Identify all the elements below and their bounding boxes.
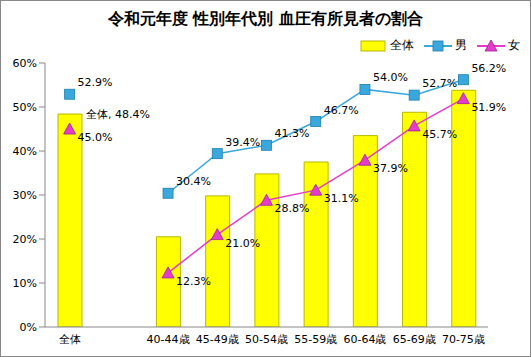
svg-text:65-69歳: 65-69歳 [393, 333, 436, 346]
svg-text:30%: 30% [13, 189, 37, 202]
svg-text:55-59歳: 55-59歳 [294, 333, 337, 346]
svg-text:39.4%: 39.4% [225, 136, 260, 149]
svg-text:30.4%: 30.4% [176, 175, 211, 188]
svg-text:40%: 40% [13, 145, 37, 158]
svg-text:51.9%: 51.9% [471, 101, 506, 114]
svg-text:41.3%: 41.3% [275, 127, 310, 140]
svg-text:60%: 60% [13, 57, 37, 70]
svg-text:全体, 48.4%: 全体, 48.4% [86, 108, 150, 121]
svg-text:10%: 10% [13, 277, 37, 290]
svg-text:28.8%: 28.8% [275, 202, 310, 215]
svg-text:70-75歳: 70-75歳 [442, 333, 485, 346]
html-text:女: 女 [508, 38, 520, 52]
svg-text:40-44歳: 40-44歳 [147, 333, 190, 346]
svg-text:31.1%: 31.1% [324, 192, 359, 205]
svg-text:60-64歳: 60-64歳 [343, 333, 386, 346]
svg-text:45-49歳: 45-49歳 [196, 333, 239, 346]
svg-text:52.9%: 52.9% [78, 76, 113, 89]
html-text:令和元年度 性別年代別 血圧有所見者の割合: 令和元年度 性別年代別 血圧有所見者の割合 [107, 9, 424, 28]
svg-text:52.7%: 52.7% [422, 77, 457, 90]
svg-text:50%: 50% [13, 101, 37, 114]
svg-text:全体: 全体 [59, 333, 81, 346]
svg-text:37.9%: 37.9% [373, 162, 408, 175]
svg-text:46.7%: 46.7% [324, 104, 359, 117]
svg-text:45.7%: 45.7% [422, 128, 457, 141]
svg-text:56.2%: 56.2% [471, 62, 506, 75]
svg-text:45.0%: 45.0% [78, 131, 113, 144]
svg-text:0%: 0% [20, 321, 37, 334]
svg-text:12.3%: 12.3% [176, 275, 211, 288]
svg-text:20%: 20% [13, 233, 37, 246]
svg-text:54.0%: 54.0% [373, 71, 408, 84]
svg-text:21.0%: 21.0% [225, 237, 260, 250]
html-text:男: 男 [455, 38, 467, 52]
html-text:全体: 全体 [390, 38, 414, 52]
svg-text:50-54歳: 50-54歳 [245, 333, 288, 346]
